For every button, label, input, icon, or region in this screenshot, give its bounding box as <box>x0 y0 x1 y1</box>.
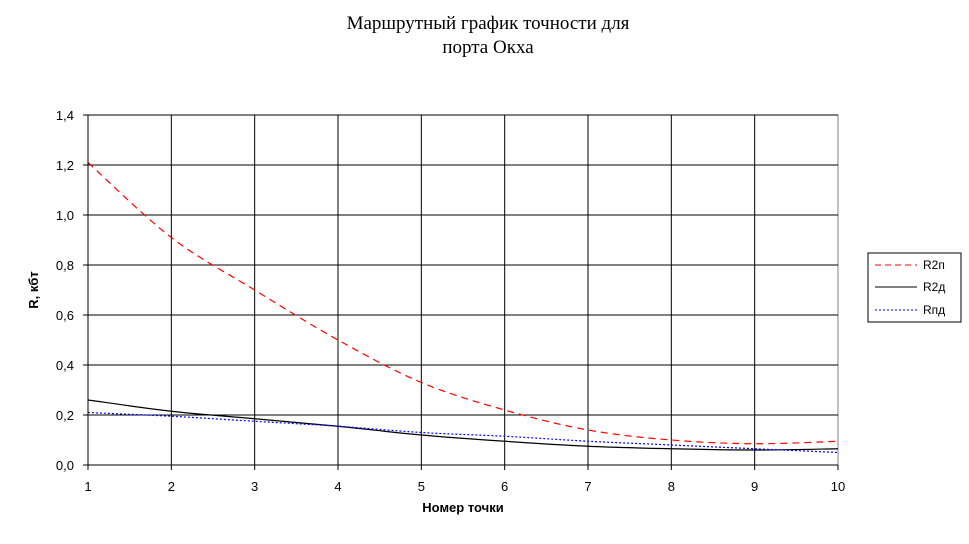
chart-title-line-1: Маршрутный график точности для <box>347 13 630 34</box>
series-line-R2п <box>87 162 839 445</box>
plot-area <box>87 114 839 466</box>
y-tick-label: 0,6 <box>56 308 74 323</box>
y-tick-label: 1,2 <box>56 158 74 173</box>
x-tick-label: 6 <box>501 479 508 494</box>
legend-label-R2п: R2п <box>923 258 945 272</box>
x-tick-label: 5 <box>418 479 425 494</box>
x-tick-label: 2 <box>168 479 175 494</box>
x-tick-label: 3 <box>251 479 258 494</box>
series-layer <box>87 162 839 454</box>
y-tick-label: 0,8 <box>56 258 74 273</box>
y-tick-label: 1,4 <box>56 108 74 123</box>
legend-label-Rпд: Rпд <box>923 303 945 317</box>
x-tick-label: 4 <box>334 479 341 494</box>
x-tick-label: 7 <box>584 479 591 494</box>
y-tick-label: 0,0 <box>56 458 74 473</box>
x-tick-label: 8 <box>668 479 675 494</box>
x-tick-label: 1 <box>84 479 91 494</box>
series-line-R2д <box>87 399 839 451</box>
x-axis-title: Номер точки <box>422 500 503 515</box>
legend-label-R2д: R2д <box>923 280 945 294</box>
axes: 1 2 3 4 5 6 7 8 9 10 0,0 0,2 0,4 0,6 0,8 1,0 1,2 1,4 <box>56 108 845 494</box>
y-axis-title: R, кбт <box>26 271 41 309</box>
chart-title-line-2: порта Окха <box>442 37 534 58</box>
x-tick-label: 9 <box>751 479 758 494</box>
legend: R2п R2д Rпд <box>867 252 962 323</box>
series-line-Rпд <box>87 411 839 454</box>
y-tick-label: 1,0 <box>56 208 74 223</box>
y-tick-label: 0,4 <box>56 358 74 373</box>
y-tick-label: 0,2 <box>56 408 74 423</box>
x-tick-label: 10 <box>831 479 845 494</box>
